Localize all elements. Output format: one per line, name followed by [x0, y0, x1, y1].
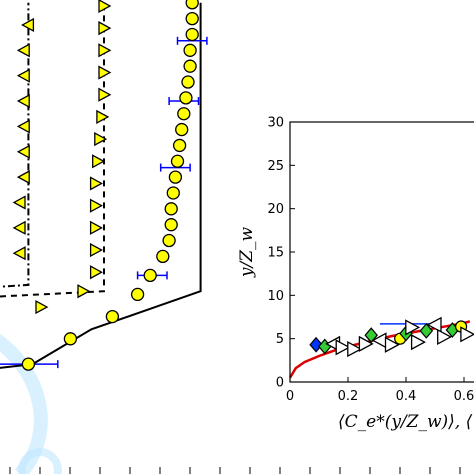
main-circle-marker — [185, 0, 199, 10]
inset-x-tick-label: 0.4 — [396, 389, 417, 404]
inset-triangle-right-marker — [347, 340, 363, 358]
main-circle-marker — [183, 59, 197, 73]
inset-triangle-left-marker — [426, 316, 442, 333]
main-triangle-right-marker — [94, 131, 108, 147]
inset-y-tick-label: 20 — [267, 202, 284, 217]
main-circle-marker — [183, 43, 197, 57]
main-circle-marker — [162, 233, 176, 248]
main-circle-marker — [181, 75, 195, 89]
inset-diamond-marker — [364, 327, 378, 344]
main-triangle-left-marker — [16, 119, 30, 134]
main-circle-marker — [164, 218, 178, 232]
main-triangle-right-marker — [98, 43, 112, 58]
inset-markers — [309, 316, 474, 358]
main-triangle-left-marker — [16, 170, 30, 185]
main-circle-marker — [172, 138, 187, 153]
main-circle-marker — [143, 268, 157, 283]
inset-triangle-right-marker — [384, 336, 400, 353]
main-circle-marker — [177, 107, 191, 121]
main-circle-marker — [175, 122, 189, 137]
main-circle-marker — [21, 357, 36, 371]
main-circle-marker — [156, 249, 170, 264]
main-triangle-right-marker — [89, 265, 103, 280]
main-circle-marker — [179, 91, 193, 105]
inset-y-tick-label: 30 — [267, 116, 284, 131]
main-profile-lines — [0, 2, 202, 369]
main-circle-marker — [185, 11, 199, 26]
main-triangle-right-marker — [98, 0, 112, 14]
main-triangle-left-marker — [16, 144, 30, 159]
inset-panel: 0 5 10 15 20 25 30 0 0.2 0.4 0.6 y/Z_w ⟨C_e*(y/Z_w… — [228, 100, 474, 452]
main-triangle-left-marker — [21, 17, 35, 33]
inset-x-tick-label: 0.6 — [454, 389, 474, 404]
inset-y-tick-label: 5 — [276, 332, 284, 347]
main-circle-marker — [168, 170, 183, 184]
watermark-ring — [18, 448, 62, 474]
main-profile-line — [0, 2, 30, 288]
inset-x-tick-label: 0.2 — [338, 389, 359, 404]
main-triangle-left-marker — [16, 68, 30, 83]
inset-diamond-marker — [309, 336, 323, 353]
main-triangle-right-marker — [89, 198, 103, 213]
inset-x-tick-label: 0 — [286, 389, 294, 404]
watermark-logo — [0, 334, 62, 474]
inset-y-tick-label: 25 — [267, 159, 284, 174]
inset-triangle-right-marker — [358, 335, 374, 352]
main-circle-marker — [185, 27, 199, 42]
main-triangle-left-marker — [12, 220, 26, 235]
main-triangle-right-marker — [89, 242, 103, 258]
inset-diamond-marker — [419, 322, 434, 339]
main-bottom-axis — [9, 467, 461, 474]
inset-triangle-right-marker — [335, 339, 351, 356]
main-triangle-left-marker — [16, 43, 30, 58]
inset-y-axis-label: y/Z_w — [237, 226, 257, 278]
inset-y-tick-label: 0 — [276, 376, 284, 391]
main-triangle-right-marker — [89, 176, 103, 191]
main-triangle-right-marker — [89, 220, 103, 235]
main-triangle-right-marker — [77, 284, 91, 299]
inset-y-tick-label: 15 — [267, 246, 284, 261]
main-triangle-left-marker — [16, 93, 30, 109]
inset-y-tick-label: 10 — [267, 289, 284, 304]
main-profile-line — [0, 2, 202, 369]
inset-triangle-right-marker — [460, 326, 474, 343]
main-circle-marker — [105, 309, 120, 324]
inset-triangle-right-marker — [410, 334, 426, 351]
main-triangle-right-marker — [98, 87, 112, 102]
inset-background — [228, 100, 474, 452]
main-triangle-right-marker — [98, 65, 112, 80]
inset-x-axis-label: ⟨C_e*(y/Z_w)⟩, ⟨ — [338, 412, 473, 432]
inset-ticks: 0 5 10 15 20 25 30 0 0.2 0.4 0.6 — [267, 116, 474, 405]
main-triangle-right-marker — [98, 21, 112, 36]
inset-triangle-right-marker — [405, 319, 421, 336]
main-triangle-left-marker — [12, 195, 26, 210]
main-circle-marker — [166, 186, 180, 200]
main-triangle-right-marker — [35, 299, 49, 315]
main-triangle-left-marker — [12, 246, 26, 261]
main-triangle-right-marker — [96, 109, 110, 124]
main-circle-marker — [130, 287, 145, 302]
main-circle-marker — [63, 332, 78, 346]
main-panel — [0, 0, 461, 474]
main-markers — [12, 0, 199, 371]
inset-triangle-right-marker — [437, 328, 453, 346]
main-profile-line — [0, 2, 105, 298]
main-circle-marker — [164, 202, 178, 216]
main-triangle-right-marker — [92, 154, 106, 169]
main-circle-marker — [170, 154, 185, 168]
